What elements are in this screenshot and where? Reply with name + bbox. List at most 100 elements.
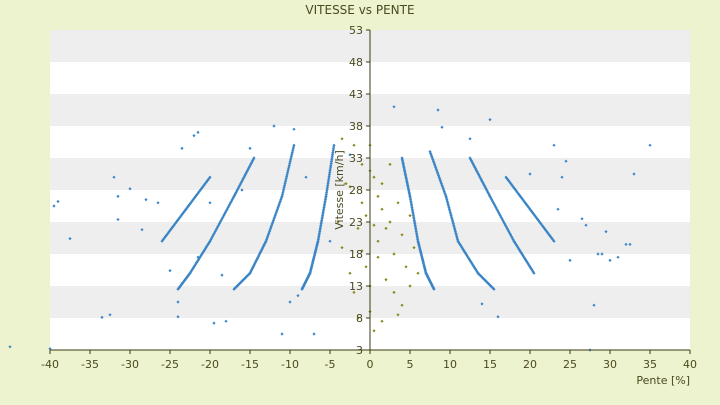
blue-point: [288, 160, 292, 164]
blue-point: [264, 238, 269, 242]
olive-point: [376, 255, 380, 259]
blue-point: [255, 256, 260, 260]
blue-point: [192, 134, 196, 138]
blue-point: [507, 180, 512, 184]
olive-point: [348, 271, 352, 275]
blue-point: [608, 258, 612, 262]
blue-point: [144, 198, 148, 202]
blue-point: [445, 198, 449, 202]
blue-point: [584, 223, 588, 227]
blue-point: [284, 178, 288, 182]
blue-point: [523, 256, 527, 260]
blue-point: [475, 170, 479, 174]
blue-point: [140, 228, 144, 232]
olive-point: [372, 329, 376, 333]
blue-point: [520, 252, 524, 256]
blue-point: [312, 332, 316, 336]
blue-point: [268, 226, 273, 230]
blue-point: [248, 146, 252, 150]
blue-point: [526, 205, 530, 209]
blue-point: [403, 171, 407, 175]
blue-point: [199, 254, 203, 258]
blue-point: [452, 225, 456, 229]
blue-point: [511, 184, 515, 188]
blue-point: [552, 239, 556, 243]
blue-point: [596, 252, 600, 256]
blue-point: [429, 153, 433, 157]
blue-point: [495, 207, 499, 211]
blue-point: [648, 143, 652, 147]
blue-point: [415, 236, 420, 240]
olive-point: [408, 284, 412, 288]
blue-point: [252, 262, 257, 266]
blue-point: [552, 143, 556, 147]
blue-point: [208, 201, 212, 205]
blue-point: [411, 214, 416, 218]
blue-point: [176, 315, 180, 319]
y-tick-label: 13: [349, 280, 363, 293]
blue-point: [116, 194, 120, 198]
olive-point: [364, 265, 368, 269]
blue-point: [580, 217, 584, 221]
blue-point: [409, 201, 413, 205]
blue-point: [444, 196, 449, 200]
x-tick-label: 5: [407, 358, 414, 371]
blue-point: [327, 174, 331, 178]
blue-point: [212, 321, 216, 325]
blue-point: [538, 221, 542, 225]
blue-point: [469, 261, 474, 265]
blue-point: [52, 204, 56, 208]
blue-point: [524, 259, 528, 263]
blue-point: [407, 189, 411, 193]
blue-point: [279, 198, 283, 202]
blue-point: [524, 203, 529, 207]
blue-point: [196, 259, 200, 263]
blue-point: [411, 210, 415, 214]
blue-point: [327, 176, 331, 180]
y-tick-label: 53: [349, 24, 363, 37]
blue-point: [260, 246, 265, 250]
blue-point: [405, 181, 409, 185]
blue-point: [413, 223, 417, 227]
blue-point: [485, 189, 489, 193]
blue-point: [454, 231, 458, 235]
blue-point: [304, 175, 308, 179]
blue-point: [285, 171, 290, 175]
blue-point: [453, 230, 458, 234]
olive-point: [340, 246, 344, 250]
blue-point: [526, 262, 530, 266]
blue-point: [516, 246, 520, 250]
blue-point: [329, 161, 333, 166]
blue-point: [503, 223, 508, 227]
blue-point: [220, 273, 224, 277]
blue-point: [320, 214, 325, 218]
olive-point: [400, 303, 404, 307]
y-tick-label: 28: [349, 184, 363, 197]
blue-point: [515, 244, 519, 248]
x-tick-label: 25: [563, 358, 577, 371]
blue-point: [330, 152, 335, 156]
blue-point: [325, 189, 329, 193]
blue-point: [8, 345, 12, 349]
blue-point: [248, 270, 253, 274]
olive-point: [396, 201, 400, 205]
blue-point: [191, 267, 195, 271]
blue-point: [463, 251, 467, 255]
blue-point: [276, 204, 281, 208]
blue-point: [176, 287, 180, 291]
olive-point: [384, 226, 388, 230]
blue-point: [407, 190, 411, 194]
blue-point: [439, 180, 443, 184]
olive-point: [396, 313, 400, 317]
olive-point: [352, 143, 356, 147]
blue-point: [168, 269, 172, 273]
blue-point: [259, 249, 263, 254]
blue-point: [291, 147, 295, 151]
blue-point: [484, 187, 489, 192]
olive-point: [364, 214, 368, 218]
blue-point: [480, 302, 484, 306]
x-tick-label: -40: [41, 358, 59, 371]
x-axis-title: Pente [%]: [636, 374, 690, 387]
y-tick-label: 8: [356, 312, 363, 325]
x-tick-label: 0: [367, 358, 374, 371]
